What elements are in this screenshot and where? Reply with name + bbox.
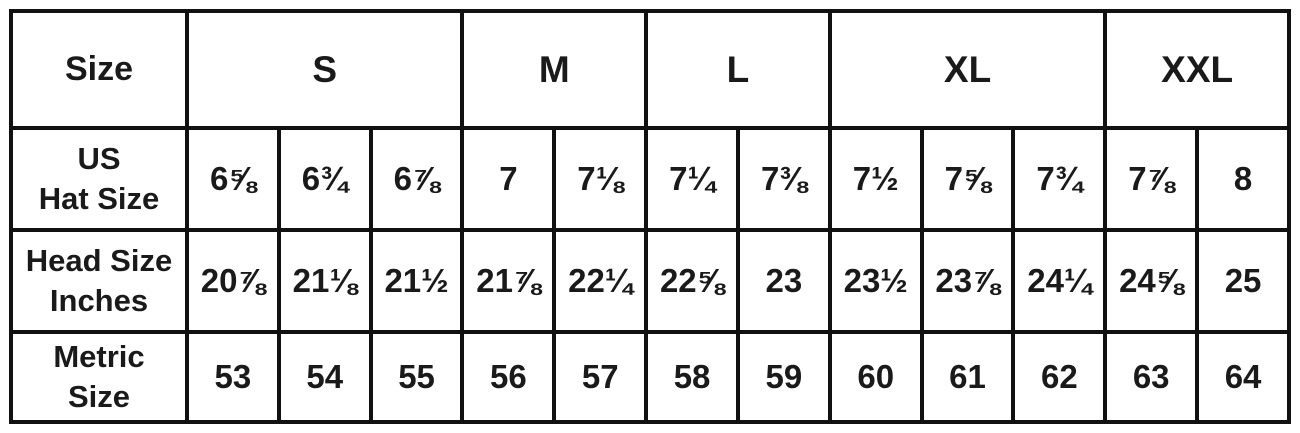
hat-size-table: Size S M L XL XXL US Hat Size 6⅝ 6¾ 6⅞ 7… <box>9 9 1291 424</box>
table-cell: 8 <box>1195 126 1291 232</box>
size-group-xxl: XXL <box>1103 9 1291 130</box>
size-group-xl: XL <box>827 9 1108 130</box>
header-row: Size S M L XL XXL <box>9 9 1291 130</box>
table-cell: 25 <box>1195 228 1291 334</box>
table-cell: 21½ <box>368 228 465 334</box>
table-cell: 20⅞ <box>185 228 281 334</box>
table-cell: 22¼ <box>552 228 649 334</box>
table-cell: 21⅞ <box>460 228 557 334</box>
row-label-line: Head Size <box>25 243 173 279</box>
row-label-line: Inches <box>49 283 149 318</box>
table-cell: 7 <box>460 126 557 232</box>
table-cell: 24⅝ <box>1103 228 1200 334</box>
table-cell: 7¾ <box>1011 126 1108 232</box>
table-cell: 6¾ <box>276 126 373 232</box>
table-cell: 6⅝ <box>185 126 281 232</box>
table-cell: 60 <box>827 330 924 424</box>
table-cell: 53 <box>185 330 281 424</box>
row-label-us-hat-size: US Hat Size <box>9 126 189 232</box>
table-cell: 6⅞ <box>368 126 465 232</box>
table-cell: 23½ <box>827 228 924 334</box>
table-cell: 58 <box>644 330 740 424</box>
table-cell: 21⅛ <box>276 228 373 334</box>
table-cell: 23 <box>735 228 832 334</box>
table-cell: 55 <box>368 330 465 424</box>
table-cell: 7⅞ <box>1103 126 1200 232</box>
table-cell: 22⅝ <box>644 228 740 334</box>
table-cell: 61 <box>919 330 1016 424</box>
table-cell: 7⅛ <box>552 126 649 232</box>
us-hat-size-row: US Hat Size 6⅝ 6¾ 6⅞ 7 7⅛ 7¼ 7⅜ 7½ 7⅝ 7¾… <box>9 126 1291 232</box>
size-group-s: S <box>184 9 465 130</box>
head-size-inches-row: Head Size Inches 20⅞ 21⅛ 21½ 21⅞ 22¼ 22⅝… <box>9 228 1291 334</box>
row-label-metric-size: Metric Size <box>9 330 189 424</box>
row-label-line: Hat Size <box>38 181 160 216</box>
size-corner-header: Size <box>9 9 189 130</box>
table-cell: 64 <box>1195 330 1291 424</box>
table-cell: 59 <box>735 330 832 424</box>
table-cell: 7¼ <box>644 126 740 232</box>
size-group-m: M <box>460 9 649 130</box>
size-group-l: L <box>644 9 832 130</box>
table-cell: 56 <box>460 330 557 424</box>
table-cell: 24¼ <box>1011 228 1108 334</box>
row-label-line: Metric <box>53 339 145 375</box>
row-label-line: Size <box>67 379 131 414</box>
metric-size-row: Metric Size 53 54 55 56 57 58 59 60 61 6… <box>9 330 1291 424</box>
row-label-line: US <box>77 141 121 177</box>
table-cell: 7⅜ <box>735 126 832 232</box>
row-label-head-size-inches: Head Size Inches <box>9 228 189 334</box>
table-cell: 54 <box>276 330 373 424</box>
table-cell: 62 <box>1011 330 1108 424</box>
table-cell: 7⅝ <box>919 126 1016 232</box>
table-cell: 63 <box>1103 330 1200 424</box>
table-cell: 7½ <box>827 126 924 232</box>
table-cell: 57 <box>552 330 649 424</box>
table-cell: 23⅞ <box>919 228 1016 334</box>
